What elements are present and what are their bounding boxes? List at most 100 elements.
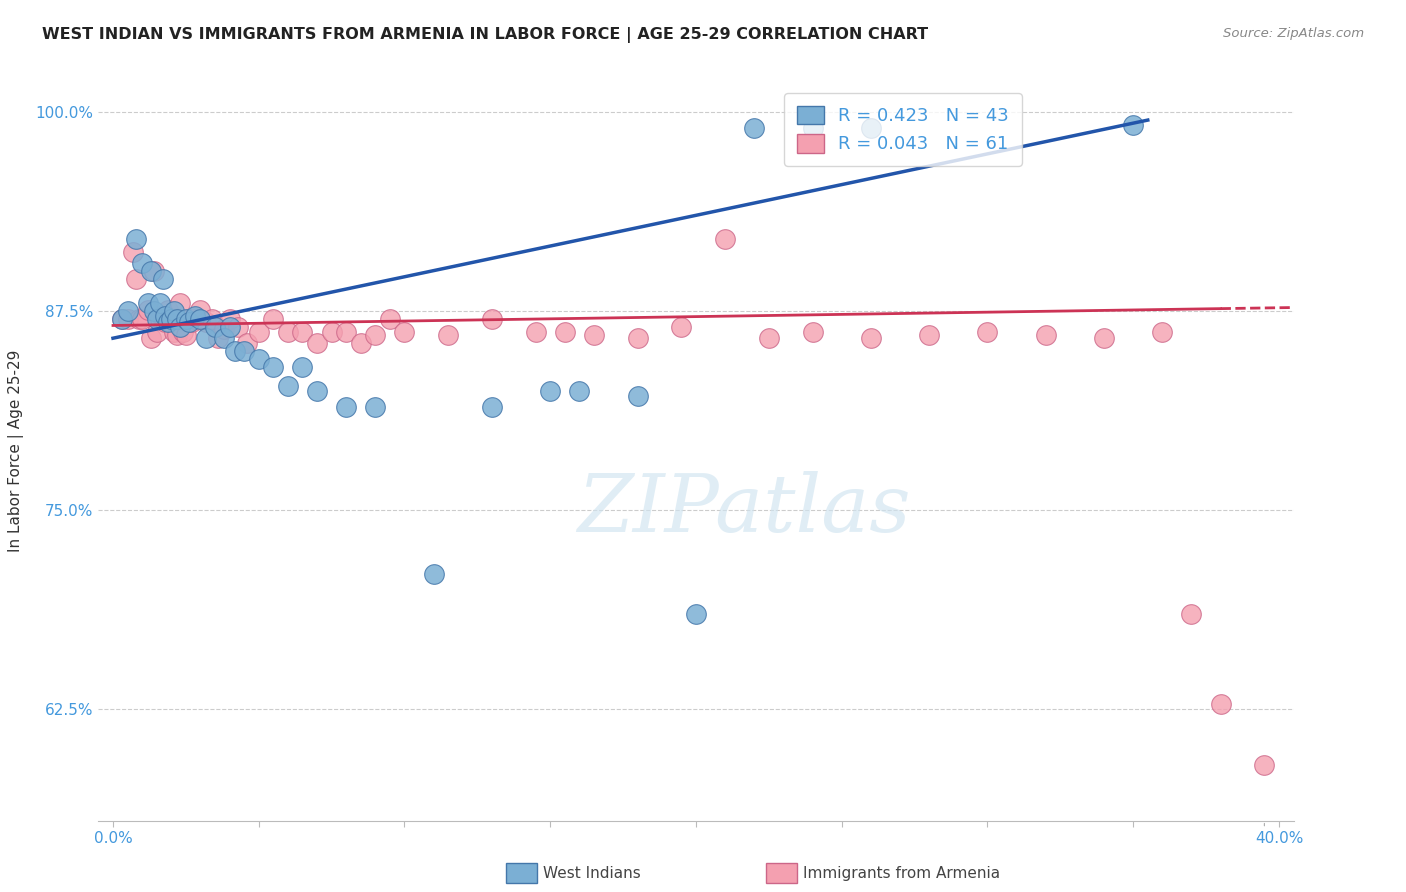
Y-axis label: In Labor Force | Age 25-29: In Labor Force | Age 25-29 <box>8 350 24 551</box>
Point <box>1092 331 1115 345</box>
Point <box>859 331 882 345</box>
Point <box>538 384 561 398</box>
Point <box>190 312 212 326</box>
Point <box>481 312 503 326</box>
Point <box>117 312 139 326</box>
Point <box>149 312 172 326</box>
Point <box>152 312 174 326</box>
Point <box>685 607 707 621</box>
Point <box>335 325 357 339</box>
Point <box>568 384 591 398</box>
Point <box>1152 325 1174 339</box>
Point <box>976 325 998 339</box>
Point <box>1180 607 1202 621</box>
Point <box>627 331 650 345</box>
Point <box>364 400 387 414</box>
Point <box>801 325 824 339</box>
Point <box>582 328 605 343</box>
Point <box>195 315 218 329</box>
Point <box>166 328 188 343</box>
Point <box>136 296 159 310</box>
Point <box>321 325 343 339</box>
Point <box>166 312 188 326</box>
Point <box>169 296 191 310</box>
Point <box>554 325 576 339</box>
Point <box>111 312 134 326</box>
Point <box>350 336 373 351</box>
Point <box>177 312 200 326</box>
Point <box>524 325 547 339</box>
Point <box>195 331 218 345</box>
Point <box>155 309 177 323</box>
Point <box>183 309 205 323</box>
Point <box>859 121 882 136</box>
Point <box>305 384 328 398</box>
Point <box>236 336 259 351</box>
Point <box>183 312 205 326</box>
Point <box>207 331 229 345</box>
Point <box>125 232 148 246</box>
Point <box>152 272 174 286</box>
Point <box>139 264 162 278</box>
Point <box>277 325 299 339</box>
Point <box>155 315 177 329</box>
Point <box>190 302 212 317</box>
Point <box>212 331 235 345</box>
Point <box>136 302 159 317</box>
Point <box>131 256 153 270</box>
Point <box>262 359 284 374</box>
Point <box>128 312 150 326</box>
Point <box>247 325 270 339</box>
Point <box>142 304 165 318</box>
Point <box>142 264 165 278</box>
Point <box>117 304 139 318</box>
Text: WEST INDIAN VS IMMIGRANTS FROM ARMENIA IN LABOR FORCE | AGE 25-29 CORRELATION CH: WEST INDIAN VS IMMIGRANTS FROM ARMENIA I… <box>42 27 928 43</box>
Point <box>111 312 134 326</box>
Point <box>422 566 444 581</box>
Point <box>145 312 167 326</box>
Point <box>131 312 153 326</box>
Point <box>627 388 650 402</box>
Point <box>177 315 200 329</box>
Point <box>125 272 148 286</box>
Point <box>122 245 145 260</box>
Point <box>160 312 183 326</box>
Point <box>714 232 737 246</box>
Point <box>157 302 180 317</box>
Text: Source: ZipAtlas.com: Source: ZipAtlas.com <box>1223 27 1364 40</box>
Point <box>163 325 186 339</box>
Point <box>671 320 693 334</box>
Point <box>204 320 226 334</box>
Point <box>437 328 460 343</box>
Point <box>218 312 240 326</box>
Point <box>1035 328 1057 343</box>
Point <box>1253 758 1275 772</box>
Point <box>174 312 197 326</box>
Point <box>218 320 240 334</box>
Point <box>160 312 183 326</box>
Point <box>157 315 180 329</box>
Text: West Indians: West Indians <box>543 866 641 880</box>
Point <box>262 312 284 326</box>
Point <box>139 331 162 345</box>
Point <box>291 325 314 339</box>
Point <box>801 121 824 136</box>
Point <box>172 325 194 339</box>
Point <box>247 351 270 366</box>
Point <box>201 312 224 326</box>
Point <box>364 328 387 343</box>
Point <box>163 304 186 318</box>
Text: ZIPatlas: ZIPatlas <box>576 471 911 549</box>
Point <box>742 121 765 136</box>
Point <box>149 296 172 310</box>
Point <box>335 400 357 414</box>
Point <box>212 321 235 335</box>
Text: Immigrants from Armenia: Immigrants from Armenia <box>803 866 1000 880</box>
Point <box>378 312 401 326</box>
Point <box>277 379 299 393</box>
Point <box>145 325 167 339</box>
Point <box>174 328 197 343</box>
Point <box>233 343 256 358</box>
Point <box>228 320 250 334</box>
Point <box>481 400 503 414</box>
